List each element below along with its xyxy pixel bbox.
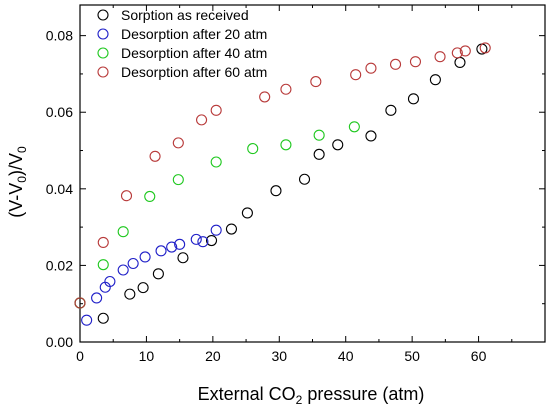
x-tick-label: 40 [338, 348, 354, 364]
data-point [127, 257, 139, 270]
series-3 [74, 42, 491, 309]
x-tick-label: 10 [139, 348, 155, 364]
data-point [332, 139, 344, 151]
data-point [91, 292, 103, 304]
axes: 0 10 20 30 40 50 60 0.00 0.02 0.04 0.06 0.08 [46, 4, 546, 364]
legend: Sorption as received Desorption after 20 … [97, 7, 267, 80]
data-point [210, 104, 222, 116]
x-axis-title-suffix: pressure (atm) [302, 384, 424, 404]
data-point [459, 45, 471, 57]
data-point [144, 190, 156, 203]
series-1 [81, 224, 222, 326]
data-point [479, 42, 491, 54]
y-axis-title: (V-V0)/V0 [6, 146, 29, 218]
legend-marker [97, 28, 109, 40]
data-point [451, 47, 463, 59]
x-axis-title-prefix: External CO [198, 384, 296, 404]
legend-label: Desorption after 60 atm [121, 64, 267, 80]
data-point [166, 241, 178, 253]
legend-marker [97, 9, 109, 21]
data-point [196, 114, 208, 126]
data-point [280, 83, 292, 95]
data-point [350, 69, 362, 81]
data-point [97, 236, 109, 248]
data-point [259, 91, 271, 103]
x-axis-title: External CO2 pressure (atm) [198, 384, 425, 407]
data-point [409, 56, 422, 68]
y-tick-label: 0.02 [46, 257, 73, 273]
data-points [74, 42, 491, 326]
data-point [137, 282, 149, 294]
data-point [124, 288, 136, 300]
data-point [149, 150, 161, 162]
data-point [247, 143, 259, 155]
data-point [117, 264, 129, 276]
data-point [117, 226, 129, 238]
legend-label: Sorption as received [121, 7, 249, 23]
y-tick-label: 0.04 [46, 181, 73, 197]
y-axis-title-part-b: )/V [6, 153, 26, 176]
data-point [210, 156, 222, 168]
x-tick-label: 60 [471, 348, 487, 364]
data-point [313, 148, 325, 160]
data-point [313, 129, 325, 141]
y-axis-title-part-a: (V-V [6, 183, 26, 218]
data-point [210, 224, 222, 236]
data-point [298, 173, 311, 185]
y-tick-label: 0.08 [46, 28, 73, 44]
data-point [74, 297, 86, 309]
data-point [385, 104, 397, 116]
data-point [97, 312, 109, 324]
legend-label: Desorption after 20 atm [121, 26, 267, 42]
data-point [365, 130, 377, 142]
y-axis-title-subscript-2: 0 [15, 146, 29, 153]
legend-marker [97, 66, 109, 78]
y-tick-label: 0.06 [46, 104, 73, 120]
data-point [434, 51, 446, 63]
data-point [429, 74, 441, 86]
y-tick-label: 0.00 [46, 334, 73, 350]
data-point [152, 268, 164, 280]
y-axis-title-subscript-1: 0 [15, 176, 29, 183]
data-point [280, 139, 292, 151]
legend-label: Desorption after 40 atm [121, 45, 267, 61]
x-tick-label: 50 [404, 348, 420, 364]
data-point [270, 185, 282, 197]
data-point [205, 234, 218, 247]
x-tick-label: 20 [205, 348, 221, 364]
data-point [310, 76, 322, 88]
data-point [190, 233, 202, 245]
data-point [120, 190, 133, 202]
legend-marker [97, 47, 109, 59]
data-point [177, 252, 189, 264]
data-point [225, 223, 238, 235]
data-point [172, 174, 184, 186]
data-point [97, 259, 109, 271]
data-point [139, 251, 151, 263]
data-point [155, 245, 167, 257]
x-tick-label: 30 [271, 348, 287, 364]
data-point [81, 314, 93, 326]
data-point [197, 236, 209, 248]
x-tick-label: 0 [76, 348, 84, 364]
data-point [454, 56, 466, 68]
data-point [407, 93, 420, 105]
data-point [172, 137, 184, 149]
data-point [365, 62, 377, 74]
series-0 [74, 43, 488, 324]
data-point [241, 207, 253, 219]
data-point [174, 238, 186, 250]
data-point [104, 275, 116, 288]
data-point [348, 121, 360, 133]
data-point [389, 58, 402, 70]
x-axis-title-subscript: 2 [296, 393, 303, 407]
